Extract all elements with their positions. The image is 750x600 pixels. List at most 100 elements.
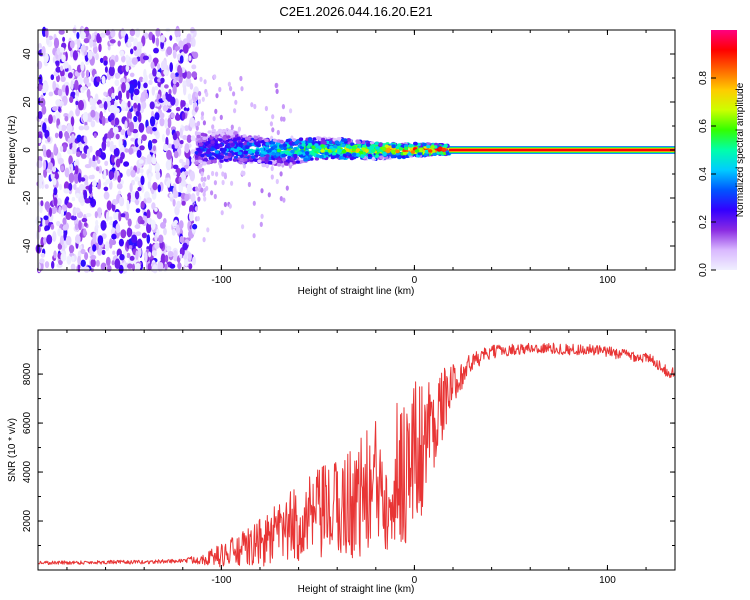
spectrogram-noise-cell [67,72,73,79]
spectrogram-noise-cell [84,198,91,204]
spectrogram-noise-cell [151,250,157,257]
spectrogram-spill-cell [241,224,245,230]
spectrogram-noise-cell [40,97,46,108]
spectrogram-carrier-cell [211,133,216,137]
spectrogram-noise-cell [100,262,107,270]
spectrogram-noise-cell [50,206,57,215]
spectrogram-noise-cell [140,219,145,225]
spectrogram-spill-cell [228,203,232,209]
spectrogram-noise-cell [114,72,121,79]
spectrogram-spill-cell [196,120,201,127]
spectrogram-noise-cell [173,171,177,176]
spectrogram-carrier-cell [213,140,218,144]
spectrogram-carrier-cell [333,144,338,149]
spectrogram-noise-cell [44,261,50,269]
spectrogram-carrier-cell [272,145,278,149]
spectrogram-noise-cell [103,168,107,180]
spectrogram-noise-cell [109,238,113,249]
spectrogram-spill-cell [196,191,200,197]
spectrogram-noise-cell [104,241,110,252]
spectrogram-carrier-cell [321,137,326,142]
y-tick-label: 40 [22,48,33,60]
spectrogram-spill-cell [210,190,214,196]
spectrogram-noise-cell [95,166,100,172]
spectrogram-noise-cell [128,147,134,155]
snr-frame [37,329,676,571]
x-tick-label: -100 [211,275,231,286]
spectrogram-spill-cell [196,216,200,222]
spectrogram-carrier-cell [211,128,216,133]
spectrogram-noise-cell [179,67,183,78]
spectrogram-noise-cell [146,197,152,204]
y-tick-label: -40 [22,238,33,253]
spectrogram-noise-cell [65,196,70,202]
spectrogram-cells [35,24,675,275]
spectrogram-spill-cell [220,210,224,216]
spectrogram-noise-cell [152,127,157,132]
spectrogram-carrier-cell [260,150,265,154]
y-tick-label: 2000 [22,509,33,532]
spectrogram-carrier-cell [217,128,223,133]
spectrogram-carrier-cell [219,159,224,163]
spectrogram-carrier-cell [426,144,431,149]
spectrogram-carrier-cell [246,137,251,141]
spectrogram-noise-cell [55,60,60,66]
spectrogram-noise-cell [83,76,90,85]
spectrogram-noise-cell [43,168,48,178]
spectrogram-noise-cell [61,243,66,253]
spectrogram-noise-cell [75,100,79,106]
spectrogram-spill-cell [205,91,209,97]
spectrogram-noise-cell [126,199,130,211]
spectrogram-spill-cell [211,170,215,177]
spectrogram-noise-cell [100,220,107,231]
x-tick-label: 0 [412,575,418,586]
spectrogram-noise-cell [175,167,181,178]
spectrogram-noise-cell [93,45,98,54]
spectrogram-noise-cell [55,111,61,121]
spectrogram-noise-cell [77,172,82,183]
spectrogram-noise-cell [70,263,76,271]
spectrogram-carrier-cell [303,157,309,162]
spectrogram-spill-cell [279,196,283,202]
spectrogram-noise-cell [189,204,194,214]
spectrogram-noise-cell [92,41,97,48]
spectrogram-noise-cell [139,53,146,64]
spectrogram-noise-cell [140,175,145,186]
spectrogram-noise-cell [41,105,47,115]
spectrogram-noise-cell [110,98,115,106]
spectrogram-noise-cell [174,72,180,78]
spectrogram-carrier-cell [320,149,325,153]
spectrogram-noise-cell [58,29,65,35]
spectrogram-noise-cell [96,33,101,44]
spectrogram-noise-cell [48,114,53,124]
spectrogram-noise-cell [152,68,157,77]
spectrogram-carrier-cell [441,147,447,152]
spectrogram-noise-cell [166,245,172,252]
snr-y-label: SNR (10 * v/v) [7,418,18,482]
spectrogram-noise-cell [172,164,179,170]
spectrogram-noise-cell [183,85,187,96]
spectrogram-noise-cell [64,115,69,122]
spectrogram-noise-cell [152,264,158,274]
spectrogram-noise-cell [43,215,49,221]
spectrogram-noise-cell [101,75,106,85]
spectrogram-carrier-cell [385,147,391,151]
spectrogram-noise-cell [39,258,45,264]
spectrogram-spill-cell [214,108,218,114]
spectrogram-noise-cell [133,46,137,51]
spectrogram-carrier-cell [330,155,335,160]
spectrogram-noise-cell [165,159,172,171]
spectrogram-noise-cell [89,145,93,153]
spectrogram-carrier-cell [407,152,412,156]
spectrogram-noise-cell [46,168,51,173]
spectrogram-noise-cell [154,57,158,67]
spectrogram-carrier-cell [202,161,207,165]
spectrogram-noise-cell [97,235,104,246]
spectrogram-noise-cell [70,133,75,144]
spectrogram-noise-cell [135,208,141,214]
spectrogram-noise-cell [154,207,158,212]
spectrogram-noise-cell [61,84,67,93]
spectrogram-carrier-cell [364,149,369,153]
spectrogram-noise-cell [144,251,148,263]
colorbar-tick-label: 0.2 [698,215,709,229]
